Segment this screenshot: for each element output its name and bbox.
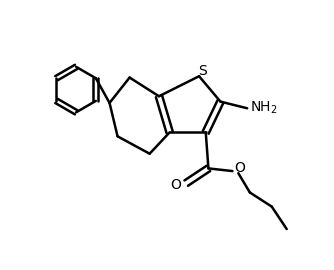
Text: S: S [198,65,207,78]
Text: O: O [171,178,181,192]
Text: O: O [234,161,245,175]
Text: NH$_2$: NH$_2$ [250,100,278,116]
